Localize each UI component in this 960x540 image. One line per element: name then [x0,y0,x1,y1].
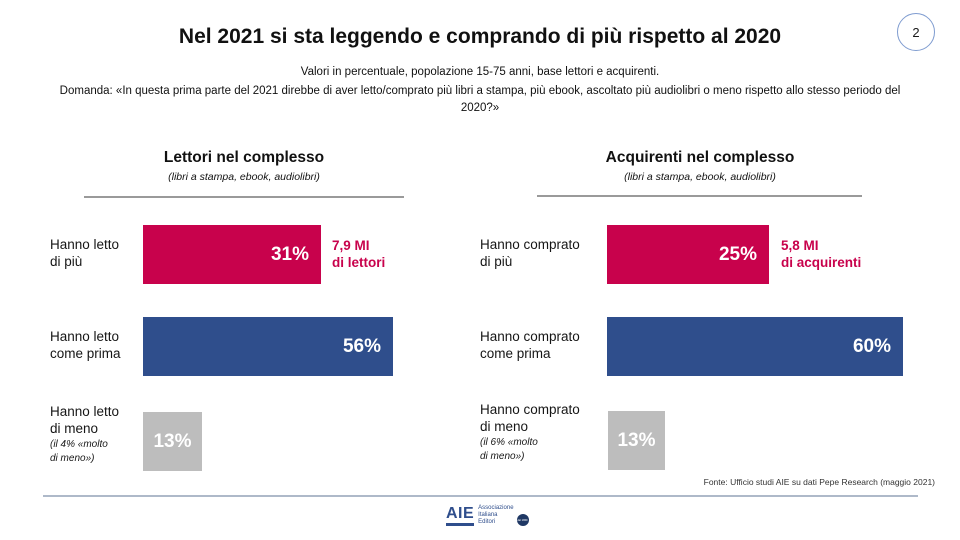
aie-logo-badge-icon: dal 1869 [516,514,529,526]
row-label-line: di meno [480,418,529,434]
aie-logo-acronym: AIE [446,505,475,526]
annotation-line: di acquirenti [781,255,862,270]
row-label-acquirenti-piu: Hanno comprato di più [480,237,580,270]
bar-value-label: 56% [342,335,381,357]
row-label-line: di meno [50,420,99,436]
row-label-lettori-meno: Hanno letto di meno (il 4% «molto di men… [50,404,119,465]
row-label-line: Hanno comprato [480,329,580,344]
footer-divider [43,495,918,497]
bar-value-label: 31% [270,243,309,265]
slide-title: Nel 2021 si sta leggendo e comprando di … [178,25,782,48]
aie-logo-text-line: Associazione [478,505,514,511]
chart-lettori-subtitle: (libri a stampa, ebook, audiolibri) [168,171,320,183]
row-note-line: (il 4% «molto [50,439,108,450]
row-label-line: come prima [50,345,121,361]
row-label-acquirenti-meno: Hanno comprato di meno (il 6% «molto di … [480,402,580,463]
bar-value-label: 60% [852,335,891,357]
aie-logo-badge-text: dal 1869 [517,518,528,522]
annotation-acquirenti: 5,8 MI di acquirenti [781,237,861,271]
page-number-badge: 2 [897,13,935,51]
row-label-line: di più [480,253,513,269]
bar-acquirenti-piu: 25% [607,225,769,284]
chart-acquirenti-title: Acquirenti nel complesso [605,149,795,166]
aie-logo-text: Associazione Italiana Editori [478,505,513,526]
aie-logo-text-line: Italiana [478,512,498,518]
row-label-lettori-prima: Hanno letto come prima [50,329,121,362]
chart-lettori-divider [84,196,404,198]
slide-subtitle-base: Valori in percentuale, popolazione 15-75… [300,66,660,78]
row-label-line: di più [50,253,83,269]
row-note-line: di meno») [480,451,525,462]
row-label-line: Hanno letto [50,404,120,419]
bar-value-label: 13% [617,429,656,451]
row-label-line: Hanno comprato [480,237,580,252]
slide-subtitle-question: Domanda: «In questa prima parte del 2021… [59,85,901,114]
row-label-line: come prima [480,345,551,361]
row-label-line: Hanno comprato [480,402,580,417]
row-note-line: (il 6% «molto [480,437,538,448]
bar-value-label: 25% [718,243,757,265]
row-note-line: di meno») [50,453,95,464]
aie-logo: AIE Associazione Italiana Editori dal 18… [446,505,529,526]
bar-lettori-prima: 56% [143,317,393,376]
chart-acquirenti-divider [537,195,862,197]
row-label-line: Hanno letto [50,237,120,252]
chart-acquirenti-subtitle: (libri a stampa, ebook, audiolibri) [624,171,776,183]
page-number: 2 [912,24,920,40]
annotation-line: 7,9 MI [332,238,370,253]
row-label-acquirenti-prima: Hanno comprato come prima [480,329,580,362]
bar-value-label: 13% [153,430,192,452]
annotation-line: di lettori [332,255,386,270]
bar-lettori-piu: 31% [143,225,321,284]
annotation-lettori: 7,9 MI di lettori [332,237,385,271]
bar-acquirenti-meno: 13% [608,411,665,470]
chart-lettori-title: Lettori nel complesso [163,149,325,166]
footer-source: Fonte: Ufficio studi AIE su dati Pepe Re… [703,477,935,487]
row-label-line: Hanno letto [50,329,120,344]
bar-acquirenti-prima: 60% [607,317,903,376]
aie-logo-text-line: Editori [478,519,496,525]
row-label-lettori-piu: Hanno letto di più [50,237,119,270]
annotation-line: 5,8 MI [781,238,819,253]
bar-lettori-meno: 13% [143,412,202,471]
